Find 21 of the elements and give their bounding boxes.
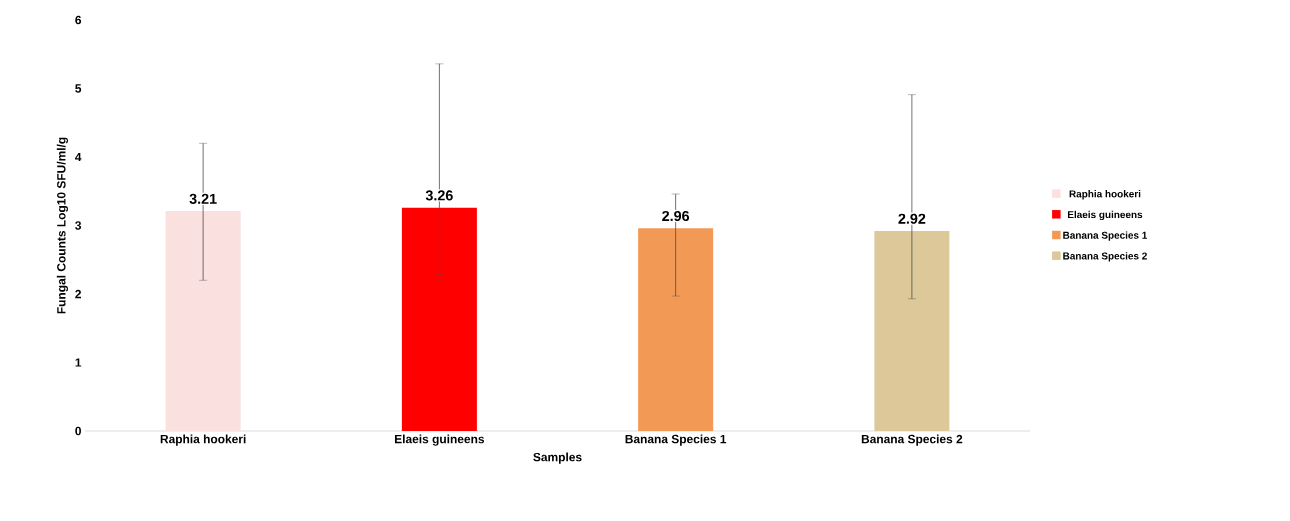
y-axis-title: Fungal Counts Log10 SFU/ml/g (56, 137, 68, 314)
legend-label: Elaeis guineens (1067, 210, 1143, 221)
data-label: 3.26 (425, 190, 453, 201)
y-tick-label: 0 (75, 426, 81, 436)
y-tick-label: 4 (75, 152, 82, 162)
x-tick-label: Banana Species 1 (625, 434, 727, 446)
y-tick-label: 1 (75, 358, 82, 367)
data-label: 2.92 (898, 213, 926, 224)
y-tick-label: 2 (75, 289, 81, 299)
legend-label: Raphia hookeri (1069, 190, 1141, 200)
data-label: 2.96 (662, 210, 690, 222)
y-tick-label: 6 (75, 15, 82, 25)
data-label: 3.21 (189, 193, 217, 204)
y-tick-label: 3 (75, 221, 82, 230)
x-axis-title: Samples (533, 452, 582, 464)
x-tick-label: Raphia hookeri (160, 434, 246, 446)
x-tick-label: Elaeis guineens (394, 434, 485, 446)
legend-label: Banana Species 2 (1063, 252, 1147, 262)
legend-label: Banana Species 1 (1063, 231, 1148, 241)
y-tick-label: 5 (75, 84, 82, 93)
x-tick-label: Banana Species 2 (861, 434, 963, 446)
